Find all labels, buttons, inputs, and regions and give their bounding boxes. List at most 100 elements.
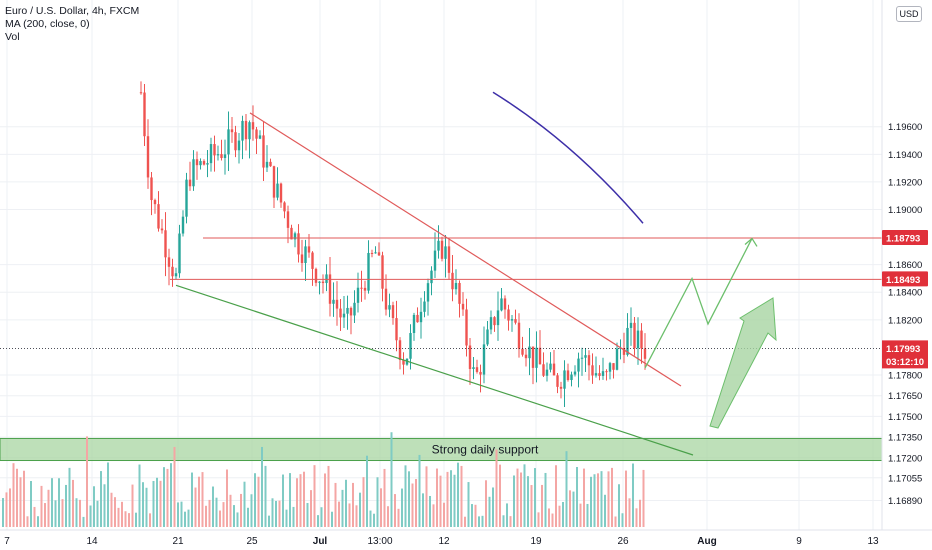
volume-bar bbox=[569, 490, 571, 527]
volume-bar bbox=[348, 503, 351, 527]
price-tick-label: 1.17200 bbox=[888, 453, 922, 464]
candle-body bbox=[426, 283, 430, 302]
volume-bar bbox=[583, 468, 585, 527]
volume-bar bbox=[369, 510, 372, 527]
candle-body bbox=[461, 303, 465, 310]
volume-bar bbox=[523, 464, 526, 527]
candle-body bbox=[559, 386, 563, 389]
candle-body bbox=[272, 166, 276, 198]
volume-bar bbox=[194, 487, 197, 527]
currency-badge[interactable]: USD bbox=[896, 6, 922, 22]
candle-body bbox=[479, 371, 482, 375]
candle-body bbox=[475, 367, 479, 372]
volume-bar bbox=[460, 465, 463, 527]
candle-body bbox=[178, 233, 181, 274]
candle-body bbox=[542, 364, 545, 376]
candle-body bbox=[633, 322, 636, 349]
volume-bar bbox=[541, 484, 543, 527]
volume-bar bbox=[96, 500, 99, 527]
candle-body bbox=[437, 240, 440, 251]
volume-bar bbox=[355, 505, 358, 527]
candle-body bbox=[370, 252, 374, 254]
candle-body bbox=[395, 318, 398, 341]
volume-bar bbox=[373, 513, 375, 527]
candle-body bbox=[601, 371, 605, 376]
candle-body bbox=[265, 161, 269, 168]
volume-bar bbox=[380, 488, 382, 527]
svg-text:1.18493: 1.18493 bbox=[886, 275, 920, 286]
volume-bar bbox=[562, 501, 564, 527]
volume-bar bbox=[117, 507, 120, 527]
volume-bar bbox=[75, 498, 78, 527]
time-tick-label: 9 bbox=[796, 536, 802, 547]
volume-bar bbox=[159, 480, 162, 527]
volume-bar bbox=[334, 482, 337, 527]
candle-body bbox=[447, 246, 451, 273]
candle-body bbox=[321, 281, 325, 284]
volume-bar bbox=[110, 492, 113, 527]
volume-bar bbox=[289, 473, 291, 527]
volume-bar bbox=[450, 470, 452, 527]
candlestick-series bbox=[139, 81, 647, 407]
candle-body bbox=[517, 322, 521, 349]
candle-body bbox=[503, 298, 507, 310]
candle-body bbox=[433, 250, 437, 271]
volume-bar bbox=[2, 498, 4, 527]
candle-body bbox=[248, 122, 251, 140]
svg-text:03:12:10: 03:12:10 bbox=[886, 357, 924, 368]
volume-bar bbox=[107, 462, 109, 527]
volume-bar bbox=[166, 468, 169, 527]
volume-bar bbox=[131, 484, 134, 527]
volume-bar bbox=[184, 511, 186, 527]
candle-body bbox=[377, 252, 381, 256]
volume-bar bbox=[611, 467, 613, 527]
current-price-tag: 1.17993 03:12:10 bbox=[882, 340, 928, 369]
candle-body bbox=[349, 307, 353, 316]
candle-body bbox=[300, 254, 304, 264]
candle-body bbox=[468, 345, 472, 369]
candle-body bbox=[223, 154, 227, 159]
volume-bar bbox=[156, 477, 158, 527]
volume-bar bbox=[544, 472, 547, 527]
candle-body bbox=[440, 240, 444, 259]
candle-body bbox=[573, 371, 577, 375]
candle-body bbox=[472, 367, 475, 369]
candle-body bbox=[489, 317, 493, 330]
volume-bar bbox=[642, 469, 645, 527]
volume-indicator-label: Vol bbox=[5, 31, 20, 43]
volume-bar bbox=[548, 508, 550, 527]
candle-body bbox=[167, 257, 171, 267]
candle-body bbox=[640, 330, 643, 349]
candle-body bbox=[538, 347, 542, 365]
volume-bar bbox=[19, 477, 22, 527]
candle-body bbox=[556, 375, 559, 387]
candle-body bbox=[629, 322, 633, 328]
candle-body bbox=[584, 355, 587, 358]
price-tick-label: 1.19400 bbox=[888, 150, 922, 161]
volume-bar bbox=[530, 485, 533, 527]
time-tick-label: 14 bbox=[86, 536, 98, 547]
volume-bar bbox=[474, 504, 477, 527]
volume-bar bbox=[362, 477, 365, 527]
volume-bar bbox=[198, 476, 200, 527]
candle-body bbox=[535, 347, 538, 368]
candle-body bbox=[419, 311, 423, 323]
volume-bar bbox=[243, 481, 246, 527]
candle-body bbox=[423, 301, 426, 312]
volume-bar bbox=[565, 451, 568, 527]
candle-body bbox=[143, 92, 146, 137]
time-tick-label: 12 bbox=[438, 536, 450, 547]
volume-bar bbox=[103, 484, 106, 527]
volume-bar bbox=[607, 471, 610, 527]
volume-bar bbox=[590, 476, 592, 527]
candle-body bbox=[297, 233, 300, 255]
volume-bar bbox=[285, 509, 288, 527]
candle-body bbox=[363, 287, 367, 291]
volume-bar bbox=[527, 476, 529, 527]
volume-bar bbox=[306, 503, 309, 527]
volume-bar bbox=[443, 502, 445, 527]
candle-body bbox=[150, 177, 153, 201]
volume-bar bbox=[352, 482, 354, 527]
candle-body bbox=[258, 135, 262, 139]
